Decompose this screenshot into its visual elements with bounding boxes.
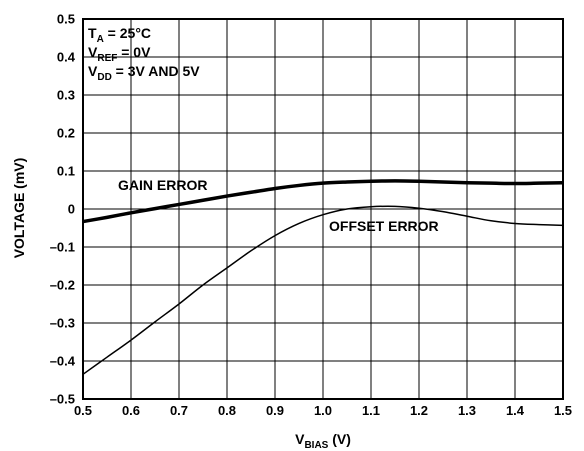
condition-vref: VREF = 0V: [88, 44, 151, 64]
x-tick-label: 0.9: [266, 403, 284, 418]
y-tick-label: 0.5: [57, 12, 75, 27]
plot-frame: [82, 18, 564, 400]
conditions-box: TA = 25°C VREF = 0V VDD = 3V AND 5V: [88, 25, 200, 83]
condition-temp: TA = 25°C: [88, 25, 151, 45]
gain-error-line: [82, 179, 564, 224]
x-tick-label: 0.6: [122, 403, 140, 418]
series-lines: [82, 179, 564, 375]
x-tick-label: 0.7: [170, 403, 188, 418]
x-tick-label: 0.8: [218, 403, 236, 418]
condition-vdd: VDD = 3V AND 5V: [88, 63, 200, 83]
x-tick-label: 1.1: [362, 403, 380, 418]
x-tick-label: 1.3: [458, 403, 476, 418]
x-tick-label: 1.4: [506, 403, 525, 418]
y-tick-label: 0.4: [57, 50, 76, 65]
x-tick-label: 1.0: [314, 403, 332, 418]
series-label-offset-error: OFFSET ERROR: [329, 218, 439, 234]
x-axis-label: VBIAS (V): [295, 431, 351, 451]
offset-error-line: [82, 205, 564, 375]
tick-labels: 0.5 0.6 0.7 0.8 0.9 1.0 1.1 1.2 1.3 1.4 1.5 0.5 0.4 0…: [50, 12, 572, 419]
y-axis-label: VOLTAGE (mV): [11, 158, 27, 259]
y-tick-label: –0.2: [50, 278, 75, 293]
y-tick-label: –0.5: [50, 392, 75, 407]
y-tick-label: 0.3: [57, 88, 75, 103]
y-tick-label: 0: [68, 202, 75, 217]
y-tick-label: 0.2: [57, 126, 75, 141]
x-tick-label: 1.5: [554, 403, 572, 418]
gridlines: [83, 19, 563, 399]
y-tick-label: –0.3: [50, 316, 75, 331]
y-tick-label: –0.1: [50, 240, 75, 255]
y-tick-label: –0.4: [50, 354, 76, 369]
y-tick-label: 0.1: [57, 164, 75, 179]
x-tick-label: 0.5: [74, 403, 92, 418]
x-tick-label: 1.2: [410, 403, 428, 418]
series-label-gain-error: GAIN ERROR: [118, 177, 207, 193]
